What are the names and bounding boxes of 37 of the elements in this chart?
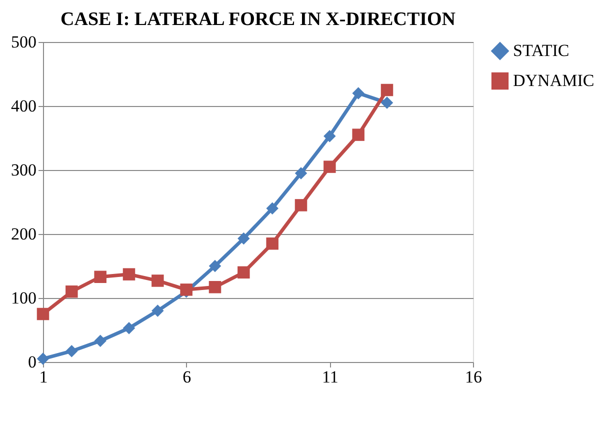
point: [66, 344, 78, 358]
point: [36, 352, 50, 365]
y-tick-label: 300: [11, 160, 36, 180]
point: [294, 199, 308, 212]
legend-label: DYNAMIC: [513, 71, 594, 90]
legend-label: STATIC: [513, 41, 570, 60]
point: [352, 87, 364, 100]
x-tick-label: 11: [322, 368, 338, 386]
x-tick-label: 16: [465, 368, 482, 386]
y-tick-label: 0: [28, 352, 36, 372]
point: [94, 334, 106, 348]
point: [122, 322, 136, 334]
point: [208, 280, 222, 294]
point: [380, 96, 394, 109]
point: [94, 270, 106, 284]
y-tick-label: 200: [11, 224, 36, 244]
point: [294, 167, 308, 180]
point: [352, 128, 364, 141]
y-tick-label: 400: [11, 96, 36, 116]
point: [380, 84, 394, 96]
x-tick-label: 6: [182, 368, 192, 386]
y-tick-label: 100: [11, 288, 36, 308]
point: [238, 232, 250, 245]
point: [122, 268, 136, 280]
point: [324, 130, 336, 142]
x-tick-label: 1: [39, 368, 48, 386]
point: [238, 266, 250, 279]
point: [266, 202, 278, 215]
point: [152, 274, 164, 287]
point: [36, 308, 50, 320]
point: [208, 260, 222, 272]
point: [324, 160, 336, 173]
point: [266, 237, 278, 250]
point: [152, 304, 164, 317]
y-tick-label: 500: [11, 32, 36, 52]
point: [66, 285, 78, 298]
chart-title: CASE I: LATERAL FORCE IN X-DIRECTION: [60, 9, 456, 30]
